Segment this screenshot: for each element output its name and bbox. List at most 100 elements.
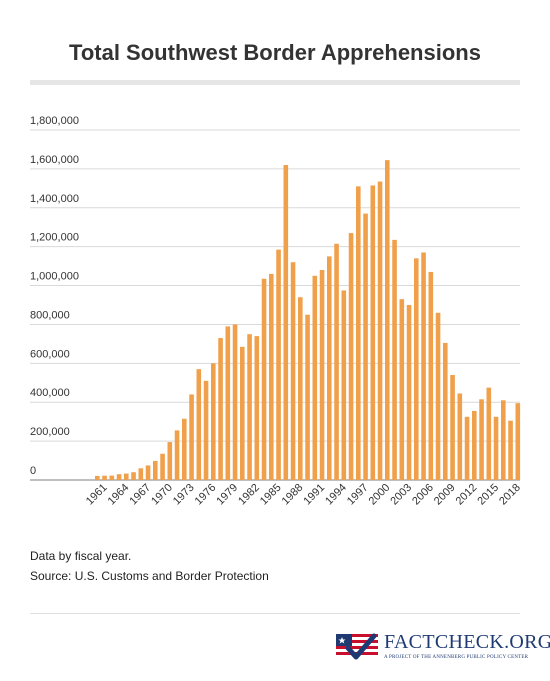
- x-tick-label: 1997: [345, 482, 371, 508]
- bar-1965: [131, 472, 136, 480]
- x-tick-label: 2009: [432, 482, 458, 508]
- title-divider: [30, 80, 520, 85]
- x-tick-label: 1973: [171, 482, 197, 508]
- bar-2009: [450, 375, 455, 480]
- bar-2004: [414, 258, 419, 480]
- factcheck-logo[interactable]: FACTCHECK.ORG A PROJECT OF THE ANNENBERG…: [334, 628, 550, 666]
- y-tick-label: 1,800,000: [30, 115, 79, 127]
- x-tick-label: 2006: [410, 482, 436, 508]
- bar-1980: [240, 346, 245, 480]
- x-tick-label: 1964: [106, 482, 132, 508]
- bar-2017: [508, 420, 513, 480]
- bar-1960: [95, 475, 100, 480]
- x-axis-labels: 1961196419671970197319761979198219851988…: [84, 482, 523, 508]
- x-tick-label: 2018: [497, 482, 523, 508]
- bar-1997: [363, 213, 368, 481]
- bar-1993: [334, 243, 339, 480]
- bar-2007: [435, 312, 441, 480]
- bar-1998: [370, 185, 376, 481]
- bar-1975: [203, 380, 209, 480]
- bar-2015: [493, 416, 499, 480]
- y-tick-label: 200,000: [30, 426, 70, 438]
- x-tick-label: 2003: [388, 482, 414, 508]
- x-tick-label: 1970: [149, 482, 175, 508]
- y-tick-label: 1,600,000: [30, 154, 79, 166]
- x-tick-label: 2000: [367, 482, 393, 508]
- bar-1999: [377, 181, 383, 480]
- bar-1996: [356, 186, 361, 480]
- bar-2010: [457, 393, 463, 480]
- bar-2012: [472, 410, 477, 480]
- bar-2000: [385, 160, 390, 480]
- bar-1981: [247, 334, 252, 480]
- bar-1987: [290, 262, 296, 480]
- bar-1982: [254, 336, 260, 480]
- bars: [95, 160, 521, 481]
- x-tick-label: 1982: [236, 482, 262, 508]
- bar-1994: [341, 290, 347, 480]
- bar-2006: [428, 271, 434, 480]
- bar-1967: [145, 465, 151, 480]
- x-tick-label: 1988: [280, 482, 306, 508]
- x-tick-label: 1979: [214, 482, 240, 508]
- bar-chart: 0 200,000 400,000 600,000 800,000 1,000,000 1,…: [30, 115, 523, 508]
- bar-1995: [348, 233, 354, 480]
- y-tick-label: 1,000,000: [30, 271, 79, 283]
- note-fiscal-year: Data by fiscal year.: [30, 549, 132, 563]
- bar-1966: [138, 468, 144, 480]
- y-tick-label: 1,400,000: [30, 193, 79, 205]
- x-tick-label: 1967: [127, 482, 153, 508]
- bar-1964: [124, 473, 129, 480]
- bar-1963: [116, 474, 122, 480]
- y-tick-label: 1,200,000: [30, 232, 79, 244]
- bar-1970: [167, 442, 173, 480]
- y-axis-labels: 0 200,000 400,000 600,000 800,000 1,000,000 1,…: [30, 115, 79, 477]
- x-tick-label: 1976: [193, 482, 219, 508]
- bar-1968: [153, 460, 158, 480]
- bar-1976: [211, 363, 216, 480]
- footer-divider: [30, 613, 520, 614]
- bar-2008: [443, 342, 448, 480]
- x-tick-label: 1994: [323, 482, 349, 508]
- bar-2002: [399, 299, 405, 480]
- bar-1961: [102, 475, 107, 480]
- bar-1992: [327, 256, 332, 480]
- bar-2011: [464, 416, 470, 480]
- logo-wordmark: FACTCHECK.ORG: [384, 631, 550, 653]
- bar-1988: [298, 297, 303, 480]
- bar-1962: [109, 475, 115, 481]
- y-tick-label: 400,000: [30, 387, 70, 399]
- bar-2001: [392, 239, 397, 480]
- y-tick-label: 0: [30, 465, 36, 477]
- bar-1977: [218, 338, 223, 480]
- bar-1969: [160, 453, 165, 480]
- bar-1983: [261, 278, 267, 480]
- bar-1972: [182, 418, 187, 480]
- x-tick-label: 2015: [475, 482, 501, 508]
- bar-1985: [276, 249, 281, 480]
- bar-2016: [501, 400, 506, 480]
- bar-2018: [515, 403, 521, 480]
- x-tick-label: 2012: [454, 482, 480, 508]
- bar-1989: [305, 314, 310, 480]
- bar-2013: [479, 399, 484, 480]
- bar-1978: [225, 326, 231, 480]
- bar-2003: [406, 305, 412, 480]
- flag-check-icon: [336, 633, 378, 660]
- x-tick-label: 1991: [301, 482, 327, 508]
- bar-1974: [196, 369, 202, 480]
- bar-1986: [283, 165, 289, 480]
- bar-1984: [269, 273, 274, 480]
- bar-1971: [174, 430, 180, 480]
- x-tick-label: 1985: [258, 482, 284, 508]
- bar-1973: [189, 394, 194, 480]
- bar-1990: [312, 275, 318, 480]
- y-tick-label: 800,000: [30, 309, 70, 321]
- x-tick-label: 1961: [84, 482, 110, 508]
- bar-1991: [319, 270, 325, 480]
- y-tick-label: 600,000: [30, 348, 70, 360]
- bar-1979: [232, 324, 238, 480]
- bar-2005: [421, 252, 426, 480]
- grid-lines: [30, 129, 520, 481]
- bar-2014: [486, 387, 492, 480]
